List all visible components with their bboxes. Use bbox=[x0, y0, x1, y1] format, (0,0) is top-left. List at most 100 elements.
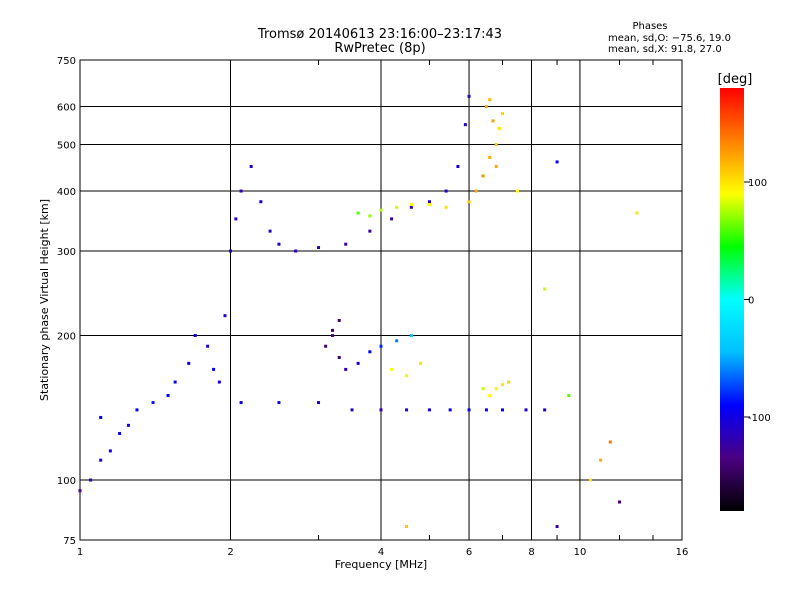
y-tick-label: 300 bbox=[57, 247, 76, 258]
data-point bbox=[239, 401, 243, 405]
data-point bbox=[379, 344, 383, 348]
data-point bbox=[456, 164, 460, 168]
data-point bbox=[337, 318, 341, 322]
data-points bbox=[78, 94, 639, 529]
data-point bbox=[467, 94, 471, 98]
y-axis-label: Stationary phase Virtual Height [km] bbox=[38, 199, 51, 401]
data-point bbox=[324, 344, 328, 348]
phase-stats-o: mean, sd,O: −75.6, 19.0 bbox=[608, 33, 731, 44]
y-tick-label: 750 bbox=[57, 56, 76, 67]
data-point bbox=[507, 380, 511, 384]
data-point bbox=[405, 525, 409, 529]
data-point bbox=[331, 328, 335, 332]
data-point bbox=[488, 98, 492, 102]
data-point bbox=[599, 458, 603, 462]
data-point bbox=[368, 229, 372, 233]
data-point bbox=[217, 380, 221, 384]
data-point bbox=[173, 380, 177, 384]
data-point bbox=[494, 143, 498, 147]
data-point bbox=[99, 458, 103, 462]
data-point bbox=[484, 408, 488, 412]
data-point bbox=[277, 242, 281, 246]
data-point bbox=[494, 164, 498, 168]
x-tick-label: 1 bbox=[77, 547, 83, 558]
data-point bbox=[488, 394, 492, 398]
data-point bbox=[448, 408, 452, 412]
data-point bbox=[368, 350, 372, 354]
data-point bbox=[409, 205, 413, 209]
data-point bbox=[187, 361, 191, 365]
x-tick-label: 8 bbox=[528, 547, 534, 558]
data-point bbox=[567, 394, 571, 398]
data-point bbox=[239, 189, 243, 193]
echo-trace-3 bbox=[324, 318, 413, 371]
data-point bbox=[390, 217, 394, 221]
data-point bbox=[543, 408, 547, 412]
data-point bbox=[474, 189, 478, 193]
data-point bbox=[331, 334, 335, 338]
data-point bbox=[467, 408, 471, 412]
data-point bbox=[268, 229, 272, 233]
data-point bbox=[206, 344, 210, 348]
data-point bbox=[444, 205, 448, 209]
y-tick-label: 100 bbox=[57, 476, 76, 487]
data-point bbox=[501, 383, 505, 387]
chart-subtitle: RwPretec (8p) bbox=[334, 41, 426, 56]
data-point bbox=[409, 202, 413, 206]
data-point bbox=[337, 355, 341, 359]
data-point bbox=[405, 408, 409, 412]
data-point bbox=[463, 123, 467, 127]
data-point bbox=[118, 432, 122, 436]
data-point bbox=[135, 408, 139, 412]
data-point bbox=[379, 408, 383, 412]
data-point bbox=[618, 500, 622, 504]
colorbar bbox=[720, 88, 744, 511]
grid bbox=[80, 60, 682, 540]
data-point bbox=[379, 208, 383, 212]
data-point bbox=[543, 287, 547, 291]
colorbar-tick-label: -100 bbox=[748, 413, 771, 424]
y-tick-label: 75 bbox=[63, 536, 76, 547]
y-tick-labels: 75 100 200 300 400 500 600 750 bbox=[57, 56, 76, 547]
data-point bbox=[356, 361, 360, 365]
data-point bbox=[481, 387, 485, 391]
data-point bbox=[78, 489, 82, 493]
y-tick-label: 200 bbox=[57, 332, 76, 343]
data-point bbox=[277, 401, 281, 405]
data-point bbox=[356, 211, 360, 215]
data-point bbox=[259, 200, 263, 204]
data-point bbox=[212, 367, 216, 371]
data-point bbox=[491, 119, 495, 123]
data-point bbox=[515, 189, 519, 193]
x-axis-label: Frequency [MHz] bbox=[335, 558, 427, 571]
data-point bbox=[427, 408, 431, 412]
y-tick-label: 600 bbox=[57, 103, 76, 114]
data-point bbox=[390, 367, 394, 371]
data-point bbox=[555, 525, 559, 529]
data-point bbox=[501, 408, 505, 412]
data-point bbox=[229, 249, 232, 253]
colorbar-tick-label: 0 bbox=[748, 296, 754, 307]
data-point bbox=[488, 155, 492, 159]
y-tick-label: 400 bbox=[57, 187, 76, 198]
phase-stats-heading: Phases bbox=[632, 21, 668, 32]
data-point bbox=[294, 249, 298, 253]
data-point bbox=[344, 242, 348, 246]
echo-trace-4 bbox=[356, 202, 448, 218]
colorbar-tick-label: 100 bbox=[748, 178, 767, 189]
x-tick-label: 16 bbox=[676, 547, 689, 558]
data-point bbox=[494, 387, 498, 391]
data-point bbox=[497, 126, 501, 130]
colorbar-label: [deg] bbox=[718, 72, 753, 87]
data-point bbox=[126, 423, 130, 427]
data-point bbox=[444, 189, 448, 193]
echo-trace-5 bbox=[467, 98, 505, 204]
x-tick-label: 2 bbox=[227, 547, 233, 558]
data-point bbox=[589, 478, 593, 482]
data-point bbox=[89, 478, 93, 482]
data-point bbox=[481, 174, 485, 178]
x-tick-labels: 1 2 4 6 8 10 16 bbox=[77, 547, 689, 558]
data-point bbox=[555, 160, 559, 164]
x-tick-label: 10 bbox=[574, 547, 587, 558]
data-point bbox=[249, 164, 253, 168]
